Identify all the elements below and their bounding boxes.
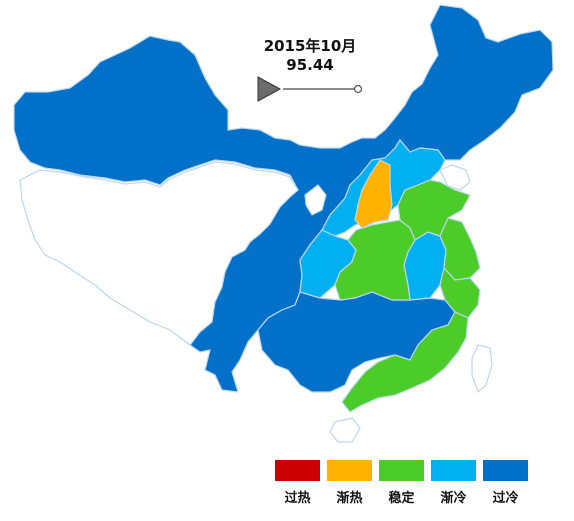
- region-warming-shanxi[interactable]: [354, 159, 393, 229]
- region-stable-south[interactable]: [341, 311, 469, 413]
- region-stable-jiangsu[interactable]: [439, 217, 481, 281]
- period-label: 2015年10月: [263, 37, 357, 55]
- legend-swatch-stable: [379, 460, 424, 481]
- timeline-handle[interactable]: [353, 84, 363, 94]
- legend-swatch-warming: [327, 460, 372, 481]
- legend-label: 渐冷: [440, 491, 467, 506]
- legend-item-overheat: 过热: [275, 460, 320, 506]
- region-nodata-hainan[interactable]: [329, 417, 361, 443]
- region-stable-taiwan[interactable]: [471, 344, 493, 394]
- legend-swatch-overheat: [275, 460, 320, 481]
- legend-item-cooling: 渐冷: [431, 460, 476, 506]
- legend-swatch-overcool: [483, 460, 528, 481]
- legend-item-stable: 稳定: [379, 460, 424, 506]
- legend-item-overcool: 过冷: [483, 460, 528, 506]
- legend-label: 过热: [284, 491, 311, 506]
- region-nodata-sea: [439, 164, 471, 191]
- legend-label: 渐热: [336, 491, 363, 506]
- play-icon[interactable]: [257, 76, 282, 102]
- region-nodata-west: [19, 161, 299, 346]
- legend-label: 稳定: [388, 491, 415, 506]
- region-stable-zhejiang[interactable]: [439, 266, 481, 319]
- legend-label: 过冷: [492, 491, 519, 506]
- legend-swatch-cooling: [431, 460, 476, 481]
- legend-item-warming: 渐热: [327, 460, 372, 506]
- region-nodata-ningxia: [304, 184, 327, 216]
- region-stable-central[interactable]: [334, 219, 416, 301]
- timeline-control[interactable]: [257, 76, 363, 102]
- index-value: 95.44: [286, 56, 334, 74]
